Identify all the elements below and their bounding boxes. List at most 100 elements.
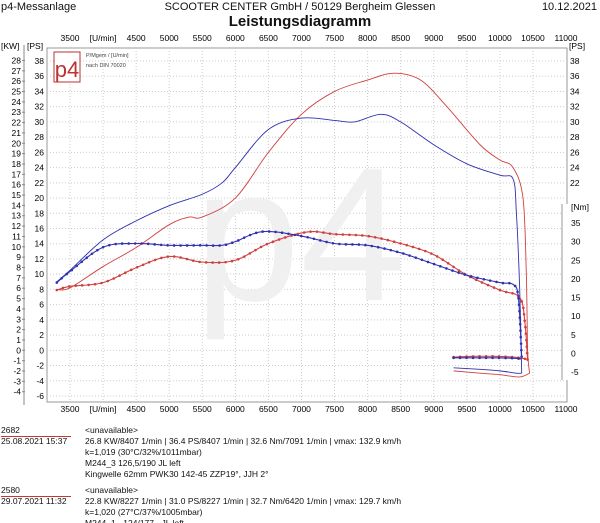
series-marker	[361, 234, 364, 237]
series-marker	[452, 356, 455, 360]
ps-tick-left: 18	[35, 208, 45, 218]
ps-tick-right: 22	[570, 178, 580, 188]
kw-axis-label: [KW]	[1, 41, 19, 51]
series-marker	[106, 279, 110, 283]
series-marker	[55, 281, 59, 284]
series-marker	[458, 356, 462, 360]
x-tick-top: 8500	[391, 33, 410, 43]
series-marker	[486, 283, 490, 287]
series-marker	[114, 242, 118, 246]
kw-tick: 28	[12, 55, 22, 65]
series-marker	[389, 248, 393, 252]
series-marker	[465, 356, 468, 360]
plot-area	[46, 47, 568, 403]
series-marker	[141, 263, 145, 267]
chart-title: Leistungsdiagramm	[228, 13, 372, 30]
series-marker	[498, 288, 502, 292]
kw-tick: 22	[12, 118, 22, 128]
series-marker	[420, 258, 424, 262]
series-marker	[166, 243, 169, 247]
series-marker	[129, 268, 133, 272]
x-tick-top: 9500	[457, 33, 476, 43]
series-marker	[463, 273, 467, 276]
series-marker	[153, 243, 156, 246]
series-marker	[354, 233, 358, 237]
series-marker	[341, 233, 345, 236]
series-marker	[335, 232, 338, 236]
series-marker	[259, 245, 263, 249]
x-tick-bottom: 5500	[193, 404, 212, 414]
run-id: 2580	[1, 485, 71, 497]
series-marker	[192, 244, 195, 247]
series-marker	[351, 243, 354, 246]
nm-tick: 0	[571, 348, 576, 358]
series-marker	[395, 250, 399, 254]
x-tick-bottom: [U/min]	[90, 404, 117, 414]
series-marker	[520, 300, 524, 303]
nm-tick: 30	[571, 237, 581, 247]
series-marker	[70, 268, 74, 272]
series-marker	[179, 244, 182, 247]
series-marker	[344, 243, 348, 246]
x-tick-bottom: 6500	[259, 404, 278, 414]
kw-tick: 10	[12, 242, 22, 252]
run-setup: M244_3 126,5/190 JL left	[85, 458, 181, 468]
series-marker	[380, 237, 383, 240]
series-marker	[476, 276, 479, 280]
series-marker	[457, 269, 461, 272]
series-marker	[411, 245, 415, 249]
nm-tick: 20	[571, 274, 581, 284]
ps-tick-right: 30	[570, 117, 580, 127]
grid	[46, 47, 568, 403]
ps-tick-right: 26	[570, 147, 580, 157]
series-marker	[348, 233, 351, 237]
series-marker	[185, 257, 189, 261]
series-marker	[224, 260, 227, 264]
ps-tick-right: 38	[570, 56, 580, 66]
series-marker	[438, 264, 442, 268]
x-tick-bottom: 10000	[488, 404, 512, 414]
series-marker	[484, 356, 488, 360]
kw-tick: 20	[12, 138, 22, 148]
ps-tick-left: 30	[35, 117, 45, 127]
x-tick-top: 4500	[127, 33, 146, 43]
series-marker	[254, 248, 257, 252]
series-marker	[328, 232, 332, 235]
kw-tick: 8	[16, 263, 21, 273]
kw-tick: 4	[16, 304, 21, 314]
series-marker	[230, 259, 234, 263]
logo: p4 P/Mgem / [U/min] nach DIN 70020	[53, 51, 129, 83]
series-marker	[414, 256, 418, 259]
series-marker	[236, 257, 240, 261]
kw-tick: 13	[12, 211, 22, 221]
series-marker	[432, 262, 436, 266]
ps-tick-left: 20	[35, 193, 45, 203]
kw-tick: 14	[12, 200, 22, 210]
series-marker	[160, 256, 163, 260]
series-marker	[318, 239, 322, 242]
series-marker	[392, 240, 396, 244]
series-marker	[198, 260, 201, 264]
series-marker	[315, 230, 319, 233]
series-marker	[402, 252, 405, 255]
ps-tick-right: 28	[570, 132, 580, 142]
series-marker	[75, 264, 79, 268]
series-marker	[482, 277, 486, 281]
x-tick-top: 10000	[488, 33, 512, 43]
ps-tick-left: 10	[35, 269, 45, 279]
kw-tick: 5	[16, 294, 21, 304]
series-marker	[191, 259, 195, 262]
series-marker	[299, 234, 303, 238]
x-tick-bottom: 9000	[424, 404, 443, 414]
kw-tick: -2	[13, 366, 21, 376]
series-marker	[445, 267, 448, 270]
series-marker	[370, 244, 374, 248]
logo-caption: P/Mgem / [U/min]	[86, 53, 129, 59]
series-marker	[237, 239, 240, 242]
series-marker	[517, 296, 520, 300]
series-marker	[452, 265, 455, 269]
series-marker	[159, 243, 163, 247]
series-marker	[277, 238, 281, 241]
x-tick-bottom: 8000	[358, 404, 377, 414]
kw-tick: 3	[16, 314, 21, 324]
